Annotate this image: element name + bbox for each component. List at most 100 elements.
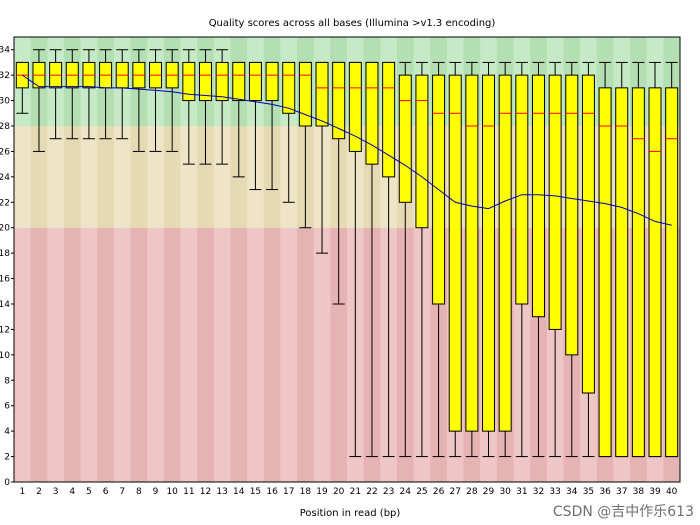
band-poor-stripe [313, 227, 331, 482]
x-tick-label: 34 [566, 487, 578, 497]
x-tick-label: 24 [400, 487, 412, 497]
x-tick-label: 35 [583, 487, 594, 497]
chart-title: Quality scores across all bases (Illumin… [209, 18, 496, 29]
band-poor-stripe [180, 227, 198, 482]
iqr-box [182, 61, 196, 102]
y-tick-label: 24 [0, 173, 10, 183]
iqr-box [448, 74, 462, 432]
x-axis: 1 2 3 4 5 6 7 8 9 10 11 12 13 14 15 16 17 18 19 20 21 22 23 24 2… [19, 487, 677, 497]
iqr-box [598, 87, 612, 458]
iqr-box [282, 61, 296, 114]
iqr-box [515, 74, 529, 305]
x-tick-label: 15 [250, 487, 261, 497]
iqr-box [615, 87, 629, 458]
y-tick-label: 8 [4, 376, 10, 386]
iqr-box [482, 74, 496, 432]
iqr-box [348, 61, 362, 152]
band-poor-stripe [263, 227, 281, 482]
iqr-box [631, 87, 645, 458]
x-tick-label: 8 [136, 487, 142, 497]
band-poor-stripe [47, 227, 65, 482]
mean-line-layer [22, 74, 672, 226]
band-poor-stripe [97, 227, 115, 482]
x-tick-label: 14 [233, 487, 245, 497]
y-tick-label: 28 [0, 122, 10, 132]
x-tick-label: 17 [283, 487, 294, 497]
x-tick-label: 23 [383, 487, 394, 497]
iqr-box [248, 61, 262, 102]
y-tick-label: 10 [0, 351, 10, 361]
y-tick-label: 20 [0, 224, 10, 234]
y-tick-label: 12 [0, 325, 10, 335]
x-tick-label: 10 [166, 487, 178, 497]
band-poor-stripe [14, 227, 32, 482]
band-poor-stripe [197, 227, 215, 482]
band-poor-stripe [213, 227, 231, 482]
x-tick-label: 7 [119, 487, 125, 497]
iqr-box [565, 74, 579, 356]
y-tick-label: 22 [0, 198, 10, 208]
x-tick-label: 4 [69, 487, 75, 497]
x-tick-label: 36 [599, 487, 611, 497]
y-tick-label: 30 [0, 97, 10, 107]
x-tick-label: 5 [86, 487, 92, 497]
band-poor-stripe [80, 227, 98, 482]
band-reasonable-stripe [213, 126, 231, 228]
iqr-box [215, 61, 229, 102]
iqr-box [465, 74, 479, 432]
y-tick-label: 0 [4, 478, 10, 488]
y-tick-label: 18 [0, 249, 10, 259]
x-tick-label: 9 [153, 487, 159, 497]
band-poor-stripe [30, 227, 48, 482]
iqr-box [665, 87, 679, 458]
watermark: CSDN @吉中作乐613 [553, 504, 694, 520]
x-tick-label: 30 [499, 487, 511, 497]
band-reasonable-stripe [97, 126, 115, 228]
y-tick-label: 32 [0, 71, 10, 81]
iqr-box [198, 61, 212, 102]
band-poor-stripe [130, 227, 148, 482]
x-tick-label: 22 [366, 487, 377, 497]
iqr-box [232, 61, 246, 102]
x-tick-label: 6 [103, 487, 109, 497]
band-poor-stripe [280, 227, 298, 482]
iqr-box [332, 61, 346, 140]
iqr-box [382, 61, 396, 178]
y-tick-label: 6 [4, 402, 10, 412]
iqr-box [548, 74, 562, 330]
y-tick-label: 2 [4, 453, 10, 463]
x-tick-label: 3 [53, 487, 59, 497]
x-tick-label: 39 [649, 487, 661, 497]
x-tick-label: 40 [666, 487, 678, 497]
band-reasonable-stripe [80, 126, 98, 228]
band-poor-stripe [113, 227, 132, 482]
quality-bands [14, 37, 681, 482]
band-poor-stripe [230, 227, 248, 482]
band-poor-stripe [247, 227, 265, 482]
x-tick-label: 38 [633, 487, 645, 497]
x-tick-label: 11 [183, 487, 194, 497]
x-tick-label: 33 [549, 487, 560, 497]
mean-line [22, 74, 672, 226]
iqr-box [581, 74, 595, 394]
x-tick-label: 18 [300, 487, 312, 497]
y-tick-label: 26 [0, 147, 10, 157]
band-reasonable-stripe [197, 126, 215, 228]
y-tick-label: 16 [0, 275, 10, 285]
x-tick-label: 1 [19, 487, 25, 497]
band-reasonable-stripe [113, 126, 132, 228]
x-tick-label: 31 [516, 487, 527, 497]
x-tick-label: 20 [333, 487, 345, 497]
band-poor-stripe [147, 227, 165, 482]
x-tick-label: 19 [316, 487, 328, 497]
iqr-box [498, 74, 512, 432]
y-tick-label: 14 [0, 300, 10, 310]
x-tick-label: 27 [449, 487, 460, 497]
x-tick-label: 12 [200, 487, 211, 497]
band-poor-stripe [297, 227, 315, 482]
iqr-box [265, 61, 279, 102]
x-axis-label: Position in read (bp) [300, 508, 401, 519]
x-tick-label: 2 [36, 487, 42, 497]
x-tick-label: 26 [433, 487, 445, 497]
